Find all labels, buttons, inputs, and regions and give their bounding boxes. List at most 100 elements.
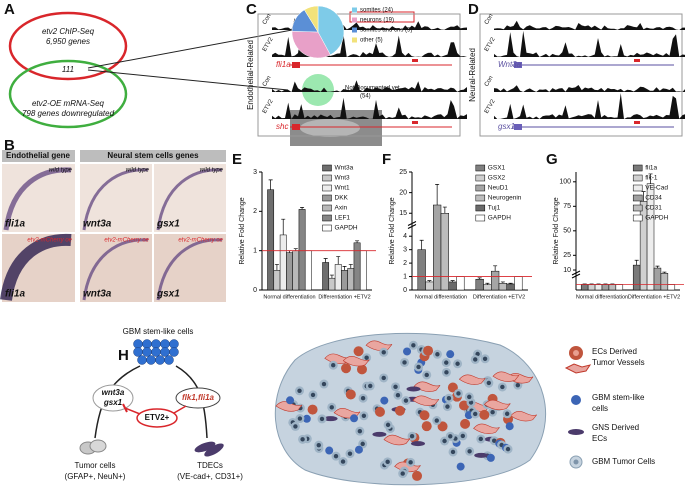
- error-bar: [427, 280, 432, 282]
- error-bar: [355, 240, 360, 243]
- h-legend: ECs Derived Tumor Vessels GBM stem-like …: [564, 346, 655, 469]
- nucleus: [364, 355, 369, 360]
- exon: [514, 62, 522, 68]
- nucleus: [442, 438, 447, 444]
- error-bar: [329, 274, 334, 279]
- tumor-cell: [89, 439, 107, 453]
- legend-swatch: [352, 17, 357, 23]
- legend-icon: [573, 350, 579, 356]
- tumor-label: Tumor cells: [74, 461, 115, 470]
- stem-cell: [505, 422, 514, 431]
- legend-swatch: [632, 164, 643, 172]
- legend-swatch: [475, 194, 486, 202]
- panel-label: F: [382, 151, 391, 168]
- legend-swatch: [322, 174, 332, 182]
- highlight-box: [349, 11, 415, 23]
- legend-label: GAPDH: [488, 215, 511, 222]
- bar: [279, 234, 287, 291]
- panel-c: C Endothelial-Related: [246, 1, 461, 137]
- legend-swatch: [352, 7, 357, 13]
- vessel: [492, 371, 520, 382]
- legend-icon: [571, 395, 581, 405]
- error-bar: [342, 266, 347, 271]
- bar: [292, 250, 300, 291]
- bar: [273, 270, 281, 291]
- error-bar: [634, 259, 639, 266]
- nucleus: [460, 433, 466, 439]
- ec-cell: [394, 405, 405, 416]
- stem-cell: [151, 347, 161, 357]
- side-label: Endothelial-Related: [246, 40, 255, 110]
- embryo: [300, 119, 360, 137]
- gene: flk1,fli1a: [182, 393, 215, 402]
- gns-ec: [410, 441, 425, 447]
- header-bg: [2, 150, 75, 162]
- panel-label: D: [468, 1, 479, 18]
- bar: [448, 281, 457, 291]
- coverage-track: [494, 30, 685, 57]
- condition: wild type: [49, 168, 73, 174]
- peak-box: [634, 121, 640, 124]
- y-axis-label: Relative Fold Change: [239, 197, 246, 264]
- gene-label: gsx1: [156, 289, 180, 300]
- ec-cell: [479, 409, 490, 420]
- nucleus: [515, 382, 521, 388]
- bar: [341, 270, 348, 291]
- bar: [417, 249, 426, 291]
- peak-box: [412, 121, 418, 124]
- error-bar: [500, 281, 505, 284]
- legend-swatch: [475, 204, 486, 212]
- header: Neural stem cells genes: [107, 151, 199, 160]
- legend-label: Tuj1: [488, 205, 501, 212]
- stain: [156, 238, 223, 301]
- legend-label: Tumor Vessels: [592, 358, 645, 367]
- legend-label: ECs Derived: [592, 347, 637, 356]
- stem-cell: [446, 350, 455, 359]
- y-tick-label: 3: [253, 169, 257, 176]
- bar: [304, 250, 312, 291]
- bar: [322, 262, 330, 291]
- legend-swatch: [322, 164, 332, 172]
- nucleus: [490, 409, 495, 415]
- header-bg: [80, 150, 226, 162]
- error-bar: [477, 277, 482, 280]
- stem-cell: [142, 347, 152, 357]
- track-label: Con: [262, 13, 273, 26]
- y-tick-label: 20: [399, 189, 407, 196]
- error-bar: [274, 264, 279, 271]
- nucleus: [446, 396, 452, 401]
- nucleus: [444, 370, 449, 375]
- y-tick-label: 25: [399, 169, 407, 176]
- legend-swatch: [322, 184, 332, 192]
- stain: [3, 167, 72, 231]
- legend-icon: [573, 459, 579, 465]
- panel-d: D Neural-Related: [468, 1, 683, 137]
- panel-label: A: [4, 1, 15, 18]
- bar: [347, 268, 355, 291]
- panel-label: B: [4, 137, 15, 154]
- nucleus: [505, 446, 511, 452]
- error-bar: [442, 206, 447, 214]
- bar: [483, 284, 492, 291]
- gns-ec: [406, 386, 421, 392]
- y-tick-label: 100: [559, 179, 571, 186]
- ec-cell: [421, 421, 432, 432]
- nucleus: [293, 424, 298, 429]
- y-tick-label: 3: [403, 247, 407, 254]
- nucleus: [473, 357, 478, 362]
- error-bar: [648, 173, 653, 184]
- nucleus: [400, 471, 405, 476]
- stem-cell: [133, 347, 143, 357]
- node: [175, 387, 221, 409]
- gene-label: wnt3a: [83, 289, 112, 300]
- vessel: [510, 411, 537, 422]
- nucleus: [456, 391, 461, 396]
- x-tick-label: Differentiation +ETV2: [318, 294, 370, 300]
- legend-label: somites (24): [360, 8, 393, 14]
- bar: [353, 242, 361, 291]
- panel-b: B Endothelial gene Neural stem cells gen…: [0, 137, 226, 302]
- x-tick-label: Differentiation +ETV2: [473, 294, 525, 300]
- nucleus: [473, 411, 478, 417]
- ec-cell: [353, 346, 364, 357]
- x-tick-label: Normal differentiation: [576, 294, 628, 300]
